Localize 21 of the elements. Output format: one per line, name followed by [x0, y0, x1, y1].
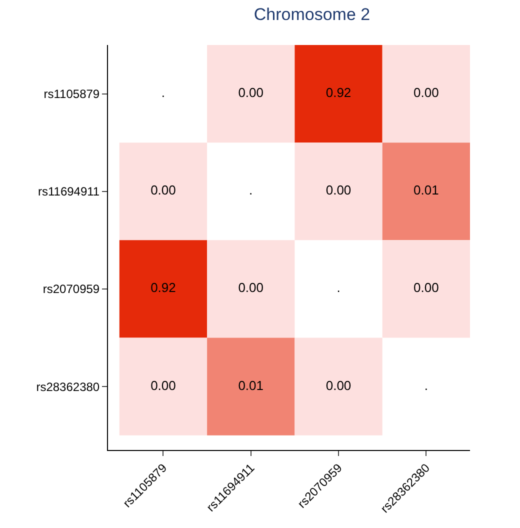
data-label: 0.01	[238, 378, 264, 393]
data-label: 0.00	[326, 182, 352, 198]
data-label: 0.00	[326, 378, 352, 393]
data-label: 0.00	[238, 85, 264, 100]
y-tick-label: rs28362380	[36, 380, 100, 394]
y-tick-label: rs2070959	[42, 282, 100, 296]
text: .	[249, 182, 253, 198]
data-label: 0.92	[326, 85, 352, 100]
data-label: 0.92	[150, 280, 176, 296]
data-label: 0.00	[150, 378, 176, 393]
text: .	[161, 85, 166, 100]
data-label: 0.01	[414, 182, 439, 198]
text: .	[424, 378, 428, 393]
y-tick-label: rs11694911	[38, 184, 100, 199]
text: .	[336, 280, 340, 296]
data-label: 0.00	[150, 182, 176, 198]
data-label: 0.00	[414, 280, 439, 296]
chart-title: Chromosome 2	[254, 4, 370, 24]
y-tick-label: rs1105879	[44, 87, 100, 101]
data-label: 0.00	[414, 85, 439, 100]
data-label: 0.00	[238, 280, 264, 296]
